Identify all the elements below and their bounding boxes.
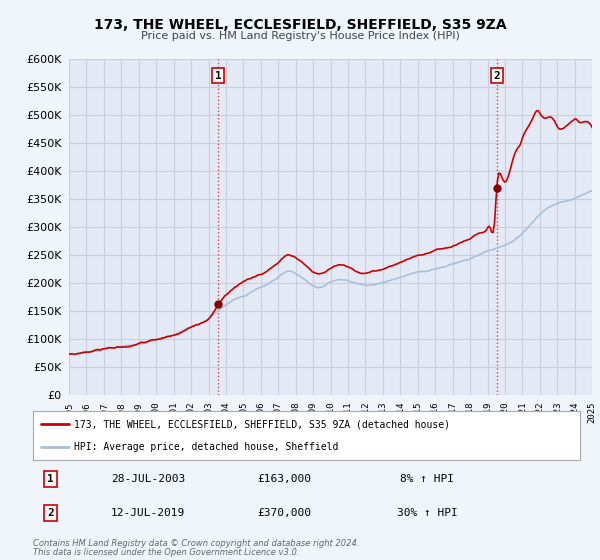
Text: Price paid vs. HM Land Registry's House Price Index (HPI): Price paid vs. HM Land Registry's House … <box>140 31 460 41</box>
Text: 8% ↑ HPI: 8% ↑ HPI <box>400 474 454 484</box>
Text: £163,000: £163,000 <box>258 474 312 484</box>
Text: 2: 2 <box>47 508 54 518</box>
Text: Contains HM Land Registry data © Crown copyright and database right 2024.: Contains HM Land Registry data © Crown c… <box>33 539 359 548</box>
Text: 173, THE WHEEL, ECCLESFIELD, SHEFFIELD, S35 9ZA: 173, THE WHEEL, ECCLESFIELD, SHEFFIELD, … <box>94 18 506 32</box>
Text: 12-JUL-2019: 12-JUL-2019 <box>111 508 185 518</box>
Text: HPI: Average price, detached house, Sheffield: HPI: Average price, detached house, Shef… <box>74 442 338 452</box>
Text: 1: 1 <box>215 71 221 81</box>
Text: 28-JUL-2003: 28-JUL-2003 <box>111 474 185 484</box>
Text: This data is licensed under the Open Government Licence v3.0.: This data is licensed under the Open Gov… <box>33 548 299 557</box>
Text: 173, THE WHEEL, ECCLESFIELD, SHEFFIELD, S35 9ZA (detached house): 173, THE WHEEL, ECCLESFIELD, SHEFFIELD, … <box>74 419 450 430</box>
Text: 2: 2 <box>493 71 500 81</box>
Text: 1: 1 <box>47 474 54 484</box>
Text: £370,000: £370,000 <box>258 508 312 518</box>
Text: 30% ↑ HPI: 30% ↑ HPI <box>397 508 457 518</box>
